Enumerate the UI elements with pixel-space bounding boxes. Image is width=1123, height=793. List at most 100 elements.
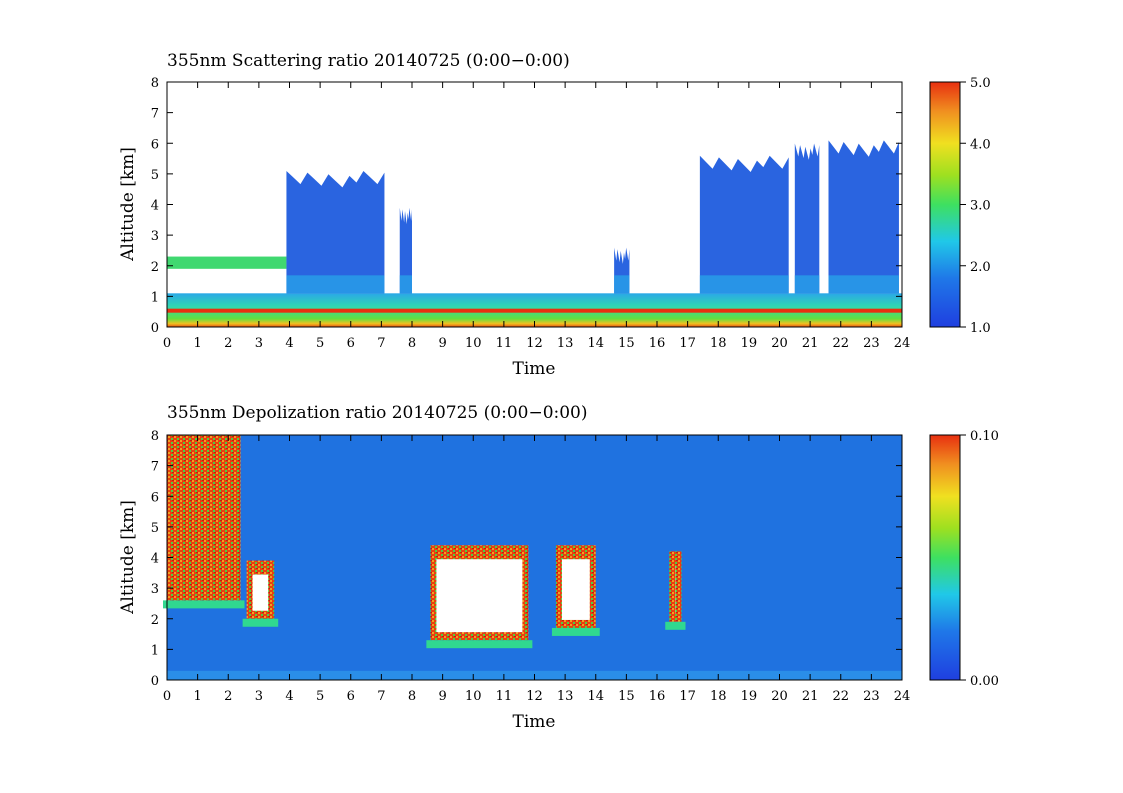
chart-title-depolarization: 355nm Depolization ratio 20140725 (0:00−… bbox=[167, 403, 588, 423]
cloud-column-base bbox=[286, 275, 385, 294]
cloud-column bbox=[699, 155, 789, 294]
x-tick-label: 1 bbox=[193, 336, 201, 351]
x-tick-label: 17 bbox=[679, 336, 696, 351]
x-axis-label-scattering: Time bbox=[513, 359, 556, 379]
x-tick-label: 6 bbox=[347, 689, 355, 704]
y-tick-label: 8 bbox=[151, 76, 159, 91]
scattering-data-layer bbox=[167, 140, 902, 327]
x-tick-label: 16 bbox=[649, 689, 666, 704]
x-tick-label: 13 bbox=[557, 689, 574, 704]
x-tick-label: 9 bbox=[438, 336, 446, 351]
y-axis-label-depolarization: Altitude [km] bbox=[118, 500, 138, 615]
x-tick-label: 20 bbox=[771, 336, 788, 351]
cloud-column bbox=[794, 143, 820, 294]
y-tick-label: 8 bbox=[151, 429, 159, 444]
x-tick-label: 21 bbox=[802, 689, 819, 704]
y-tick-label: 7 bbox=[151, 107, 159, 122]
colorbar-scattering bbox=[929, 81, 961, 328]
cloud-column bbox=[399, 207, 412, 294]
x-tick-label: 10 bbox=[465, 689, 482, 704]
colorbar-tick-label: 0.00 bbox=[970, 674, 999, 689]
x-tick-label: 19 bbox=[741, 336, 758, 351]
y-tick-label: 0 bbox=[151, 321, 159, 336]
x-tick-label: 0 bbox=[163, 689, 171, 704]
cloud-base-band bbox=[665, 621, 686, 630]
x-tick-label: 14 bbox=[587, 689, 604, 704]
x-tick-label: 11 bbox=[496, 689, 513, 704]
y-tick-label: 4 bbox=[151, 199, 159, 214]
x-tick-label: 19 bbox=[741, 689, 758, 704]
cloud-column-base bbox=[794, 275, 820, 294]
x-tick-label: 10 bbox=[465, 336, 482, 351]
x-tick-label: 2 bbox=[224, 336, 232, 351]
x-tick-label: 12 bbox=[526, 336, 543, 351]
plot-area-scattering bbox=[167, 82, 902, 327]
x-tick-label: 6 bbox=[347, 336, 355, 351]
x-tick-label: 22 bbox=[832, 336, 849, 351]
x-tick-label: 9 bbox=[438, 689, 446, 704]
x-tick-label: 4 bbox=[285, 336, 293, 351]
x-axis-label-depolarization: Time bbox=[513, 712, 556, 732]
y-tick-label: 6 bbox=[151, 137, 159, 152]
x-tick-label: 15 bbox=[618, 336, 635, 351]
colorbar-tick-label: 1.0 bbox=[970, 321, 991, 336]
x-tick-label: 3 bbox=[255, 336, 263, 351]
x-tick-label: 24 bbox=[894, 336, 911, 351]
cloud-column-base bbox=[699, 275, 789, 294]
x-tick-label: 8 bbox=[408, 336, 416, 351]
cloud-base-band bbox=[242, 618, 279, 627]
x-tick-label: 12 bbox=[526, 689, 543, 704]
x-tick-label: 16 bbox=[649, 336, 666, 351]
depolarization-data-layer bbox=[163, 435, 902, 680]
saturated-region bbox=[252, 574, 269, 611]
x-tick-label: 21 bbox=[802, 336, 819, 351]
scattering-ratio-panel: 355nm Scattering ratio 20140725 (0:00−0:… bbox=[118, 51, 991, 379]
colorbar-depolarization bbox=[929, 434, 961, 681]
x-tick-label: 2 bbox=[224, 689, 232, 704]
depolarization-ratio-panel: 355nm Depolization ratio 20140725 (0:00−… bbox=[118, 403, 999, 732]
x-tick-label: 5 bbox=[316, 689, 324, 704]
colorbar-tick-label: 5.0 bbox=[970, 76, 991, 91]
colorbar-tick-label: 2.0 bbox=[970, 260, 991, 275]
y-axis-scattering: 0 1 2 3 4 5 6 7 8 bbox=[151, 76, 902, 336]
x-tick-label: 5 bbox=[316, 336, 324, 351]
y-tick-label: 5 bbox=[151, 521, 159, 536]
y-axis-label-scattering: Altitude [km] bbox=[118, 147, 138, 262]
x-tick-label: 22 bbox=[832, 689, 849, 704]
plot-area-depolarization bbox=[167, 435, 902, 680]
y-axis-depolarization: 0 1 2 3 4 5 6 7 8 bbox=[151, 429, 902, 689]
cloud-column bbox=[828, 140, 899, 294]
cloud-column-base bbox=[614, 275, 630, 294]
x-tick-label: 8 bbox=[408, 689, 416, 704]
x-tick-label: 24 bbox=[894, 689, 911, 704]
colorbar-tick-label: 0.10 bbox=[970, 429, 999, 444]
x-tick-label: 0 bbox=[163, 336, 171, 351]
saturated-region bbox=[561, 559, 590, 620]
low-cloud-band bbox=[167, 256, 287, 269]
y-tick-label: 2 bbox=[151, 613, 159, 628]
surface-layer-line bbox=[167, 308, 902, 313]
x-axis-scattering: 0 1 2 3 4 5 6 7 8 9 10 11 12 13 14 15 16 17 18 19 20 21 22 23 24 bbox=[163, 82, 910, 351]
y-tick-label: 1 bbox=[151, 643, 159, 658]
cloud-base-band bbox=[163, 600, 245, 609]
colorbar-tick-label: 4.0 bbox=[970, 137, 991, 152]
x-tick-label: 18 bbox=[710, 336, 727, 351]
y-tick-label: 0 bbox=[151, 674, 159, 689]
y-tick-label: 6 bbox=[151, 490, 159, 505]
cloud-base-band bbox=[551, 627, 600, 636]
colorbar-ticks-scattering: 1.0 2.0 3.0 4.0 5.0 bbox=[960, 76, 991, 336]
chart-title-scattering: 355nm Scattering ratio 20140725 (0:00−0:… bbox=[167, 51, 570, 71]
x-tick-label: 23 bbox=[863, 336, 880, 351]
cloud-column-base bbox=[828, 275, 899, 294]
x-tick-label: 18 bbox=[710, 689, 727, 704]
colorbar-ticks-depolarization: 0.00 0.10 bbox=[960, 429, 999, 689]
x-tick-label: 13 bbox=[557, 336, 574, 351]
x-tick-label: 11 bbox=[496, 336, 513, 351]
cloud-base-band bbox=[426, 640, 533, 649]
saturated-region bbox=[436, 559, 523, 633]
x-axis-depolarization: 0 1 2 3 4 5 6 7 8 9 10 11 12 13 14 15 16 17 18 19 20 21 22 23 24 bbox=[163, 435, 910, 704]
y-tick-label: 1 bbox=[151, 290, 159, 305]
x-tick-label: 4 bbox=[285, 689, 293, 704]
colorbar-tick-label: 3.0 bbox=[970, 199, 991, 214]
